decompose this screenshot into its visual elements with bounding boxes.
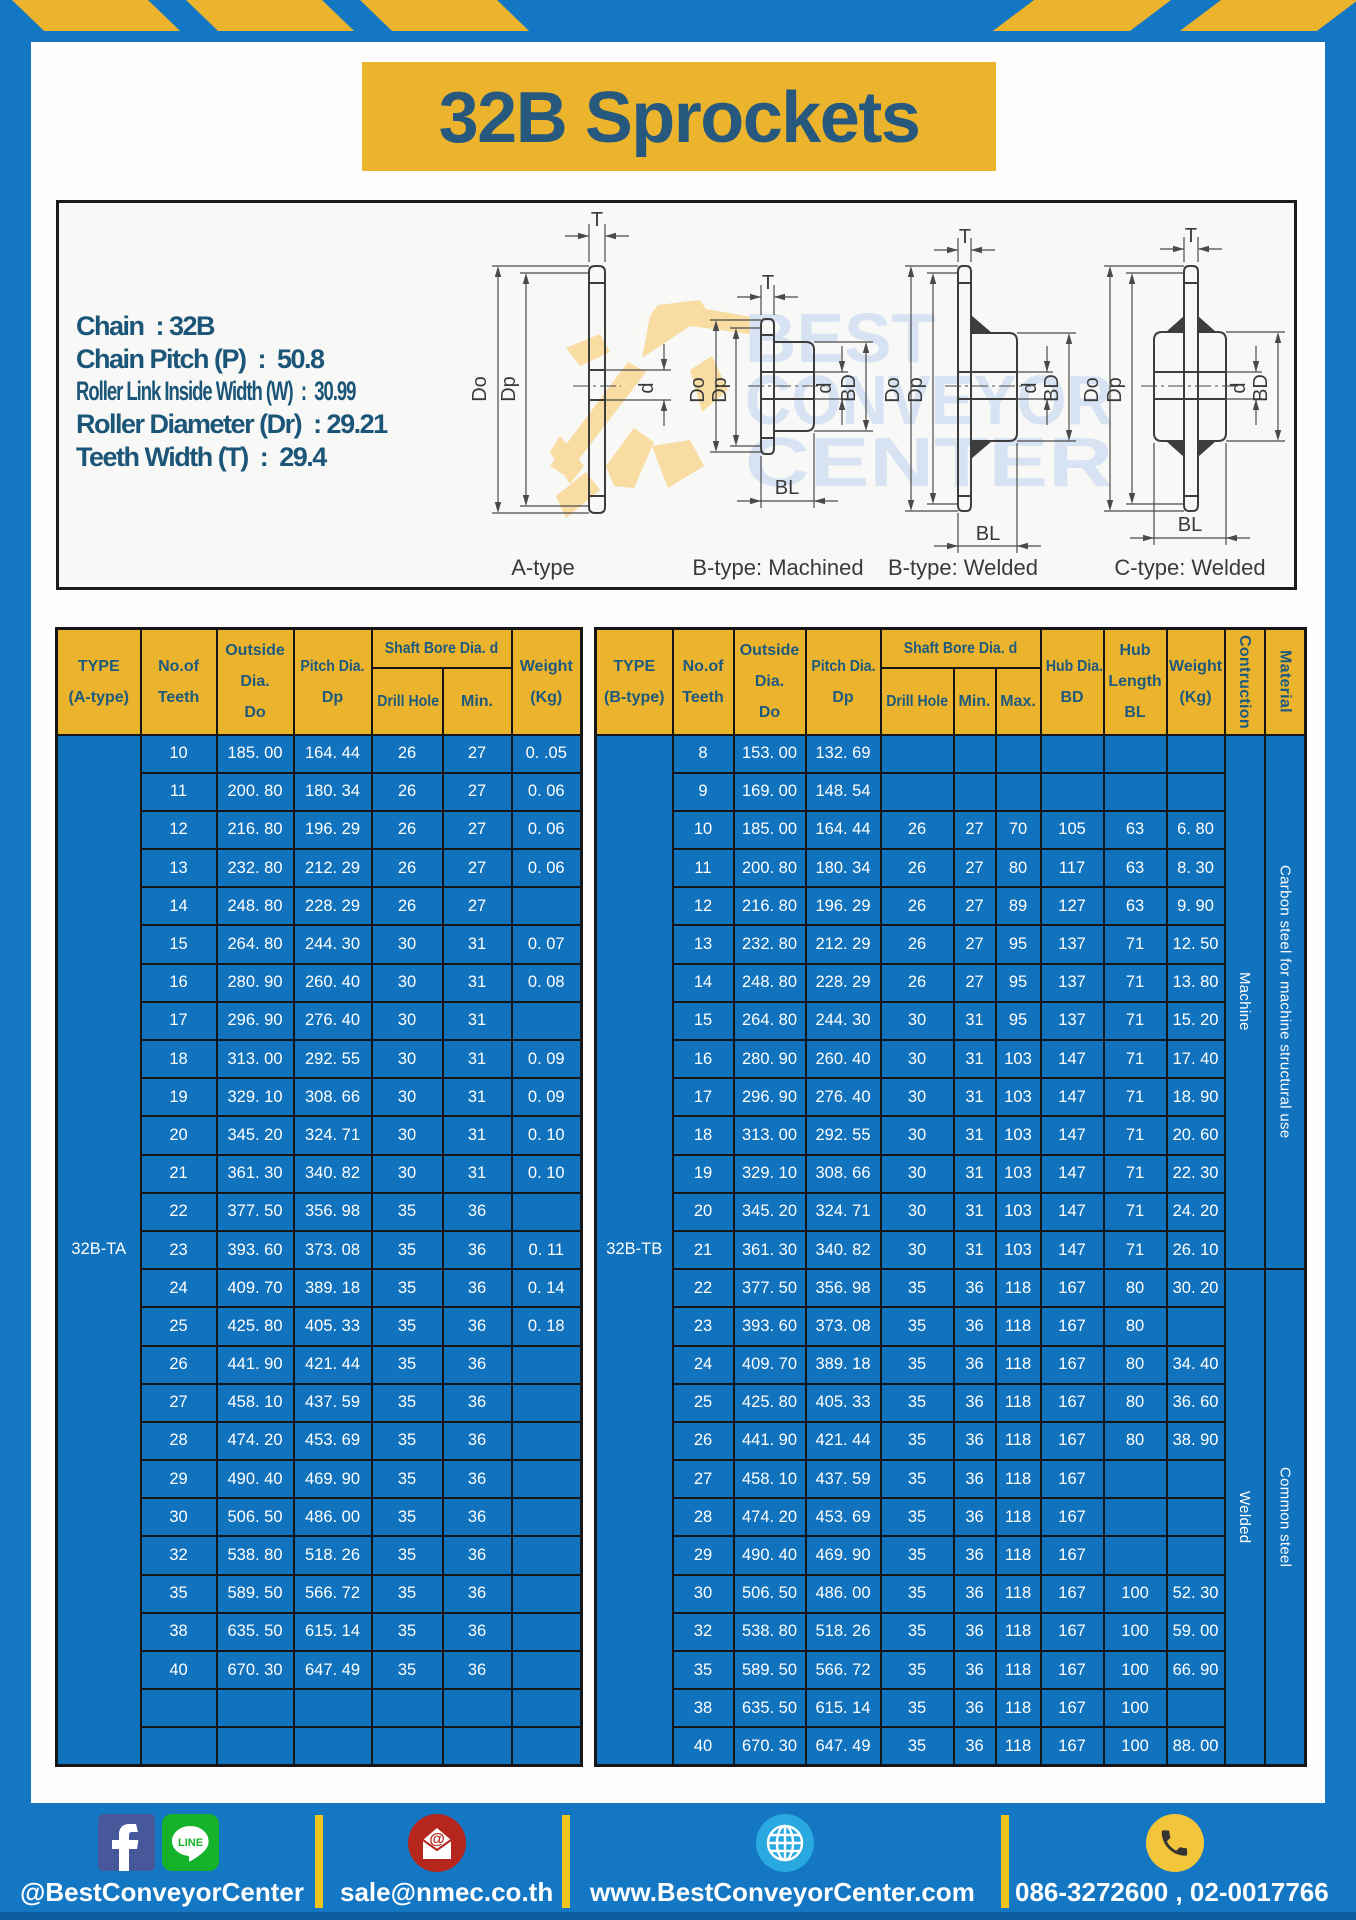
svg-text:BL: BL	[1178, 514, 1202, 536]
svg-text:d: d	[1019, 382, 1041, 393]
svg-text:CENTER: CENTER	[745, 423, 1113, 501]
svg-text:Dp: Dp	[709, 377, 731, 403]
svg-text:C-type: Welded: C-type: Welded	[1114, 555, 1265, 580]
svg-text:Dp: Dp	[905, 377, 927, 403]
svg-text:d: d	[814, 382, 836, 393]
svg-text:Do: Do	[1081, 377, 1103, 403]
svg-text:d: d	[636, 382, 658, 393]
svg-text:@: @	[429, 1831, 445, 1848]
svg-text:T: T	[959, 226, 971, 248]
svg-text:Do: Do	[469, 376, 491, 402]
svg-text:Dp: Dp	[498, 376, 520, 402]
svg-text:LINE: LINE	[178, 1837, 203, 1849]
svg-text:BD: BD	[1250, 374, 1272, 402]
svg-text:BD: BD	[1041, 374, 1063, 402]
svg-text:Dp: Dp	[1104, 377, 1126, 403]
svg-text:d: d	[1228, 382, 1250, 393]
svg-text:BD: BD	[838, 374, 860, 402]
svg-text:B-type: Welded: B-type: Welded	[888, 555, 1038, 580]
svg-text:T: T	[762, 272, 774, 294]
svg-text:Do: Do	[687, 377, 709, 403]
svg-text:Do: Do	[882, 377, 904, 403]
svg-text:BL: BL	[976, 523, 1000, 545]
svg-text:T: T	[591, 209, 603, 231]
svg-text:BL: BL	[775, 477, 799, 499]
svg-text:A-type: A-type	[511, 555, 575, 580]
svg-text:T: T	[1185, 225, 1197, 247]
svg-text:B-type: Machined: B-type: Machined	[692, 555, 863, 580]
